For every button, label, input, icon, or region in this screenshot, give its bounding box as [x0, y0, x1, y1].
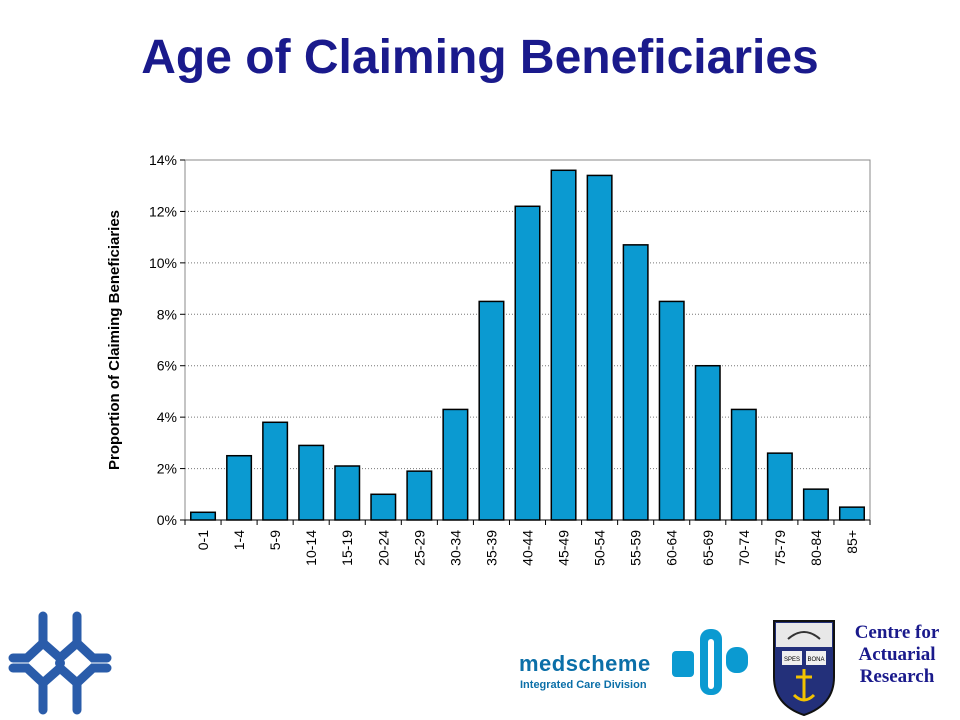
crest-motto-right: BONA [807, 657, 824, 663]
medscheme-division: Integrated Care Division [520, 679, 647, 691]
x-tick-label: 25-29 [411, 530, 427, 566]
x-tick-label: 65-69 [700, 530, 716, 566]
bar-20-24 [370, 493, 397, 521]
x-tick-label: 75-79 [772, 530, 788, 566]
x-tick-label: 30-34 [447, 530, 463, 566]
bar-5-9 [262, 421, 289, 521]
car-line-2: Actuarial [858, 644, 936, 665]
uct-crest-icon: SPES BONA [773, 620, 835, 717]
bar-25-29 [406, 470, 433, 521]
y-tick-label: 4% [157, 409, 177, 425]
x-tick-label: 40-44 [520, 530, 536, 566]
cross-logo-icon [8, 611, 112, 715]
bar-1-4 [226, 454, 253, 521]
bar-50-54 [586, 174, 613, 521]
y-tick-label: 12% [149, 203, 177, 219]
bar-60-64 [658, 300, 685, 521]
bar-65-69 [694, 364, 721, 521]
bar-80-84 [802, 488, 829, 521]
x-tick-label: 70-74 [736, 530, 752, 566]
y-tick-label: 8% [157, 306, 177, 322]
car-line-3: Research [859, 666, 935, 687]
y-tick-label: 14% [149, 152, 177, 168]
y-axis-label: Proportion of Claiming Beneficiaries [106, 210, 123, 470]
y-tick-label: 2% [157, 461, 177, 477]
bar-35-39 [478, 300, 505, 521]
bar-70-74 [730, 408, 757, 521]
x-tick-label: 55-59 [628, 530, 644, 566]
x-tick-label: 85+ [844, 530, 860, 554]
car-line-1: Centre for [854, 622, 940, 643]
bar-10-14 [298, 444, 325, 521]
bars [190, 169, 865, 521]
y-tick-label: 0% [157, 512, 177, 528]
x-tick-label: 45-49 [556, 530, 572, 566]
x-tick-label: 20-24 [375, 530, 391, 566]
medscheme-logo-icon [672, 629, 748, 695]
crest-motto-left: SPES [784, 657, 800, 663]
bar-55-59 [622, 244, 649, 521]
y-ticks: 0% 2% 4% 6% 8% 10% 12% 14% [149, 152, 185, 528]
bar-15-19 [334, 465, 361, 521]
bar-85+ [838, 506, 865, 521]
bar-30-34 [442, 408, 469, 521]
medscheme-name: medscheme [519, 651, 651, 676]
x-tick-label: 60-64 [664, 530, 680, 566]
y-tick-label: 10% [149, 255, 177, 271]
x-tick-label: 10-14 [303, 530, 319, 566]
x-tick-label: 1-4 [231, 530, 247, 550]
bar-75-79 [766, 452, 793, 521]
bar-40-44 [514, 205, 541, 521]
x-ticks: 0-1 1-4 5-9 10-14 15-19 20-24 25-29 30-34 35-39 4… [184, 520, 871, 566]
x-tick-label: 80-84 [808, 530, 824, 566]
x-tick-label: 5-9 [267, 530, 283, 550]
car-logo-text: Centre for Actuarial Research [838, 622, 956, 688]
x-tick-label: 15-19 [339, 530, 355, 566]
bar-45-49 [550, 169, 577, 521]
chart-title: Age of Claiming Beneficiaries [141, 31, 819, 84]
y-tick-label: 6% [157, 358, 177, 374]
bar-0-1 [190, 511, 217, 521]
x-tick-label: 50-54 [592, 530, 608, 566]
x-tick-label: 35-39 [483, 530, 499, 566]
x-tick-label: 0-1 [195, 530, 211, 550]
